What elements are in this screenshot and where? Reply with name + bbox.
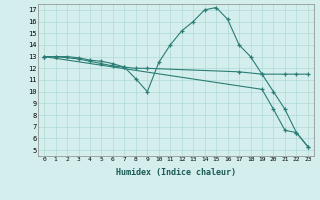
X-axis label: Humidex (Indice chaleur): Humidex (Indice chaleur) — [116, 168, 236, 177]
